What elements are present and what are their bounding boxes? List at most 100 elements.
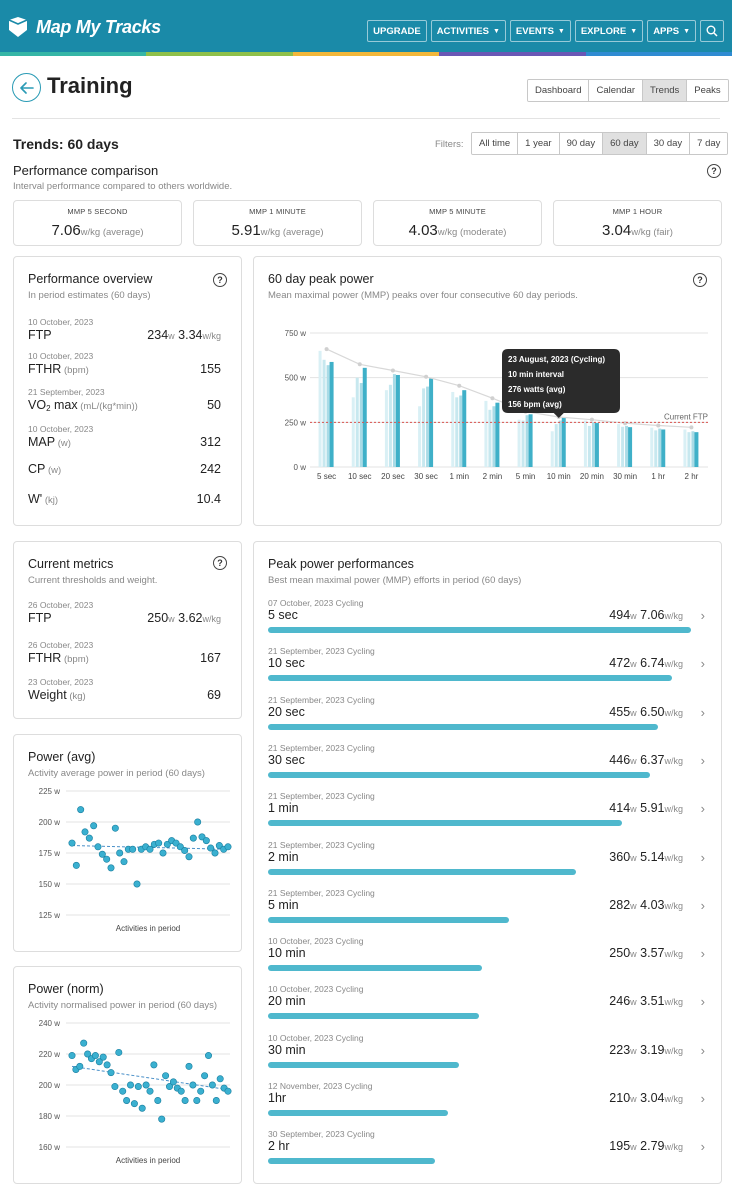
scatter-point[interactable] xyxy=(119,1087,127,1095)
scatter-point[interactable] xyxy=(207,844,215,852)
scatter-point[interactable] xyxy=(90,822,98,830)
scatter-point[interactable] xyxy=(130,1100,138,1108)
scatter-point[interactable] xyxy=(133,880,141,888)
scatter-point[interactable] xyxy=(77,806,85,814)
nav-events[interactable]: EVENTS ▼ xyxy=(509,20,571,42)
peak-bar-1[interactable] xyxy=(621,426,625,467)
scatter-point[interactable] xyxy=(103,855,111,863)
peak-bar-3[interactable] xyxy=(362,367,367,467)
peak-bar-3[interactable] xyxy=(628,427,633,467)
search-button[interactable] xyxy=(700,20,724,42)
scatter-point[interactable] xyxy=(194,818,202,826)
peak-bar-0[interactable] xyxy=(683,429,687,467)
peak-bar-3[interactable] xyxy=(329,361,334,467)
peak-power-row[interactable]: 21 September, 2023 Cycling 1 min 414w 5.91… xyxy=(268,791,705,831)
peak-power-row[interactable]: 07 October, 2023 Cycling 5 sec 494w 7.06w/… xyxy=(268,598,705,638)
peak-bar-1[interactable] xyxy=(587,425,591,467)
help-icon[interactable]: ? xyxy=(213,556,227,570)
peak-power-row[interactable]: 21 September, 2023 Cycling 10 sec 472w 6.7… xyxy=(268,646,705,686)
tab-dashboard[interactable]: Dashboard xyxy=(528,80,589,101)
peak-bar-2[interactable] xyxy=(459,395,463,467)
scatter-point[interactable] xyxy=(224,843,232,851)
peak-bar-3[interactable] xyxy=(561,417,566,467)
peak-power-row[interactable]: 10 October, 2023 Cycling 30 min 223w 3.19w… xyxy=(268,1033,705,1073)
scatter-point[interactable] xyxy=(181,1097,189,1105)
scatter-point[interactable] xyxy=(177,1087,185,1095)
scatter-point[interactable] xyxy=(211,849,219,857)
peak-bar-2[interactable] xyxy=(492,406,496,467)
scatter-point[interactable] xyxy=(84,1050,92,1058)
scatter-point[interactable] xyxy=(123,1097,131,1105)
scatter-point[interactable] xyxy=(202,837,210,845)
scatter-point[interactable] xyxy=(115,1048,123,1056)
peak-bar-1[interactable] xyxy=(355,377,359,467)
scatter-point[interactable] xyxy=(107,864,115,872)
peak-bar-2[interactable] xyxy=(426,386,430,467)
peak-bar-3[interactable] xyxy=(661,429,666,467)
scatter-point[interactable] xyxy=(150,1061,158,1069)
peak-power-row[interactable]: 21 September, 2023 Cycling 30 sec 446w 6.3… xyxy=(268,743,705,783)
help-icon[interactable]: ? xyxy=(693,273,707,287)
nav-activities[interactable]: ACTIVITIES ▼ xyxy=(430,20,506,42)
filter-90-day[interactable]: 90 day xyxy=(558,133,603,154)
peak-power-row[interactable]: 21 September, 2023 Cycling 2 min 360w 5.14… xyxy=(268,840,705,880)
scatter-point[interactable] xyxy=(107,1069,115,1077)
peak-bar-2[interactable] xyxy=(326,365,330,467)
scatter-point[interactable] xyxy=(155,839,163,847)
scatter-point[interactable] xyxy=(111,824,119,832)
scatter-point[interactable] xyxy=(205,1052,213,1060)
peak-bar-0[interactable] xyxy=(484,400,488,467)
filter-1-year[interactable]: 1 year xyxy=(517,133,559,154)
brand-logo[interactable]: Map My Tracks xyxy=(8,16,161,38)
filter-7-day[interactable]: 7 day xyxy=(689,133,728,154)
peak-bar-3[interactable] xyxy=(528,414,533,467)
peak-bar-2[interactable] xyxy=(359,383,363,467)
scatter-point[interactable] xyxy=(99,1053,107,1061)
scatter-point[interactable] xyxy=(185,1062,193,1070)
scatter-point[interactable] xyxy=(193,1097,201,1105)
peak-bar-2[interactable] xyxy=(625,425,629,467)
peak-bar-3[interactable] xyxy=(495,402,500,467)
peak-bar-2[interactable] xyxy=(558,420,562,467)
peak-bar-0[interactable] xyxy=(418,406,422,467)
peak-bar-3[interactable] xyxy=(462,390,467,467)
peak-bar-1[interactable] xyxy=(687,432,691,467)
scatter-point[interactable] xyxy=(224,1087,232,1095)
peak-bar-1[interactable] xyxy=(388,384,392,467)
scatter-point[interactable] xyxy=(120,858,128,866)
peak-bar-1[interactable] xyxy=(554,424,558,467)
help-icon[interactable]: ? xyxy=(707,164,721,178)
nav-upgrade[interactable]: UPGRADE xyxy=(367,20,427,42)
peak-bar-2[interactable] xyxy=(691,431,695,467)
peak-bar-0[interactable] xyxy=(650,427,654,467)
scatter-point[interactable] xyxy=(81,828,89,836)
scatter-point[interactable] xyxy=(142,1081,150,1089)
peak-bar-1[interactable] xyxy=(521,420,525,467)
peak-bar-0[interactable] xyxy=(384,390,388,467)
scatter-point[interactable] xyxy=(94,843,102,851)
peak-bar-0[interactable] xyxy=(318,350,322,467)
filter-60-day[interactable]: 60 day xyxy=(602,133,646,154)
scatter-point[interactable] xyxy=(95,1058,103,1066)
peak-bar-0[interactable] xyxy=(517,419,521,467)
nav-apps[interactable]: APPS ▼ xyxy=(647,20,696,42)
scatter-point[interactable] xyxy=(197,1087,205,1095)
scatter-point[interactable] xyxy=(127,1081,135,1089)
scatter-point[interactable] xyxy=(162,1072,170,1080)
peak-bar-2[interactable] xyxy=(525,415,529,467)
scatter-point[interactable] xyxy=(129,845,137,853)
scatter-point[interactable] xyxy=(68,1052,76,1060)
peak-bar-2[interactable] xyxy=(392,374,396,467)
scatter-point[interactable] xyxy=(138,1104,146,1112)
tab-trends[interactable]: Trends xyxy=(642,80,687,101)
scatter-point[interactable] xyxy=(146,1087,154,1095)
scatter-point[interactable] xyxy=(216,1075,224,1083)
scatter-point[interactable] xyxy=(103,1061,111,1069)
scatter-point[interactable] xyxy=(154,1097,162,1105)
peak-bar-0[interactable] xyxy=(451,391,455,467)
back-button[interactable] xyxy=(12,73,41,102)
peak-power-row[interactable]: 21 September, 2023 Cycling 5 min 282w 4.03… xyxy=(268,888,705,928)
scatter-point[interactable] xyxy=(134,1083,142,1091)
scatter-point[interactable] xyxy=(76,1062,84,1070)
filter-30-day[interactable]: 30 day xyxy=(645,133,690,154)
